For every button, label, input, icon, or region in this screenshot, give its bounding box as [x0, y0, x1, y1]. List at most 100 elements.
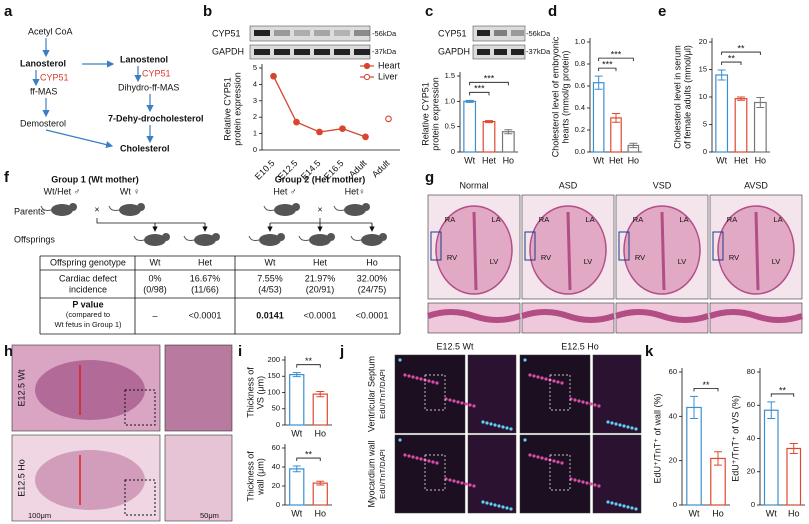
zoom-image	[164, 344, 233, 432]
x-tick-label: Ho	[788, 508, 800, 518]
nucleus	[411, 375, 415, 379]
septum	[754, 211, 760, 291]
nucleus	[593, 483, 597, 487]
error-bar	[612, 113, 620, 123]
mouse-icon	[327, 233, 335, 241]
error-bar	[714, 451, 722, 466]
metabolite: ff-MAS	[30, 86, 57, 96]
nucleus	[505, 506, 509, 510]
y-tick-label: 80	[747, 367, 755, 376]
nucleus	[589, 482, 593, 486]
y-axis-label: EdU⁺/TnT⁺ of wall (%)	[652, 393, 662, 483]
nucleus	[489, 502, 493, 506]
enzyme: CYP51	[142, 68, 171, 78]
nucleus	[630, 506, 634, 510]
nucleus	[497, 504, 501, 508]
parent-label: Wt ♀	[120, 186, 140, 196]
significance-bracket	[721, 61, 742, 66]
table-row-label: P value	[72, 299, 103, 309]
error-bar	[789, 442, 798, 454]
fluorescence-image	[394, 354, 466, 434]
fluorescence-zoom	[467, 354, 517, 434]
point	[362, 133, 369, 141]
error-bar	[292, 465, 301, 473]
y-tick-label: 1	[253, 129, 257, 138]
error-bar	[485, 120, 493, 124]
metabolite: Dihydro-ff-MAS	[118, 82, 179, 92]
inset-box	[124, 389, 156, 426]
nucleus	[552, 379, 556, 383]
nucleus	[501, 425, 505, 429]
nucleus	[452, 399, 456, 403]
mouse-icon	[51, 204, 73, 216]
y-tick-label: 10	[699, 92, 707, 101]
y-axis-label: Cholesterol level in serum	[672, 45, 682, 149]
y-tick-label: 0	[276, 420, 280, 429]
blot-band	[511, 49, 524, 55]
table-cell: 0%	[148, 273, 161, 283]
nucleus	[606, 420, 610, 424]
nucleus	[481, 500, 485, 504]
significance: ***	[484, 74, 495, 84]
image-title: E12.5 Ho	[561, 341, 599, 351]
mouse-icon	[212, 233, 220, 241]
x-tick-label: Wt	[291, 508, 302, 518]
significance-bracket	[469, 81, 509, 86]
y-tick-label: 20	[669, 456, 677, 465]
error-bar	[690, 395, 698, 420]
blot-band	[314, 49, 330, 55]
nucleus	[610, 501, 614, 505]
blot-band	[294, 49, 310, 55]
y-tick-label: 4	[253, 79, 257, 88]
nucleus	[460, 401, 464, 405]
nucleus	[415, 456, 419, 460]
mouse-icon	[137, 203, 145, 211]
significance-bracket	[296, 364, 321, 368]
table-header: Het	[198, 257, 213, 267]
bar	[289, 374, 305, 426]
nucleus	[419, 377, 423, 381]
error-bar	[316, 480, 325, 486]
table-cell: 0.0141	[256, 310, 284, 320]
legend-marker	[363, 62, 371, 70]
y-tick-label: 200	[267, 355, 280, 364]
panel-letter: a	[4, 3, 13, 20]
bar	[786, 447, 802, 506]
bar	[610, 117, 622, 153]
blot-band	[254, 30, 270, 36]
nucleus	[509, 507, 513, 511]
chamber-label: LA	[679, 215, 688, 224]
nucleus	[464, 482, 468, 486]
metabolite: Acetyl CoA	[28, 26, 73, 36]
chamber-label: RV	[447, 253, 457, 262]
nucleus	[597, 404, 601, 408]
nucleus	[472, 404, 476, 408]
nucleus	[523, 358, 527, 362]
nucleus	[481, 420, 485, 424]
x-tick-label: Ho	[314, 508, 326, 518]
table-header: Ho	[366, 257, 378, 267]
nucleus	[415, 376, 419, 380]
nucleus	[509, 427, 513, 431]
y-tick-label: 40	[747, 433, 755, 442]
nucleus	[597, 484, 601, 488]
table-cell: 32.00%	[357, 273, 388, 283]
nucleus	[560, 461, 564, 465]
nucleus	[493, 423, 497, 427]
y-axis-label: Relative CYP51	[222, 77, 232, 141]
blot-band	[274, 49, 290, 55]
image-label: E12.5 Ho	[16, 459, 26, 497]
x-tick-label: Het	[609, 155, 624, 165]
y-tick-label: 50	[272, 404, 280, 413]
chamber-label: RA	[445, 215, 455, 224]
x-tick-label: Ho	[503, 155, 515, 165]
error-bar	[316, 391, 325, 398]
scale-label: 100μm	[28, 511, 51, 520]
parent-label: Wt/Het ♂	[44, 186, 81, 196]
y-tick-label: 60	[272, 443, 280, 452]
x-tick-label: Wt	[766, 508, 777, 518]
y-tick-label: 1.0	[445, 96, 455, 105]
y-tick-label: 0	[703, 147, 707, 156]
nucleus	[606, 500, 610, 504]
blot-band	[494, 30, 507, 36]
